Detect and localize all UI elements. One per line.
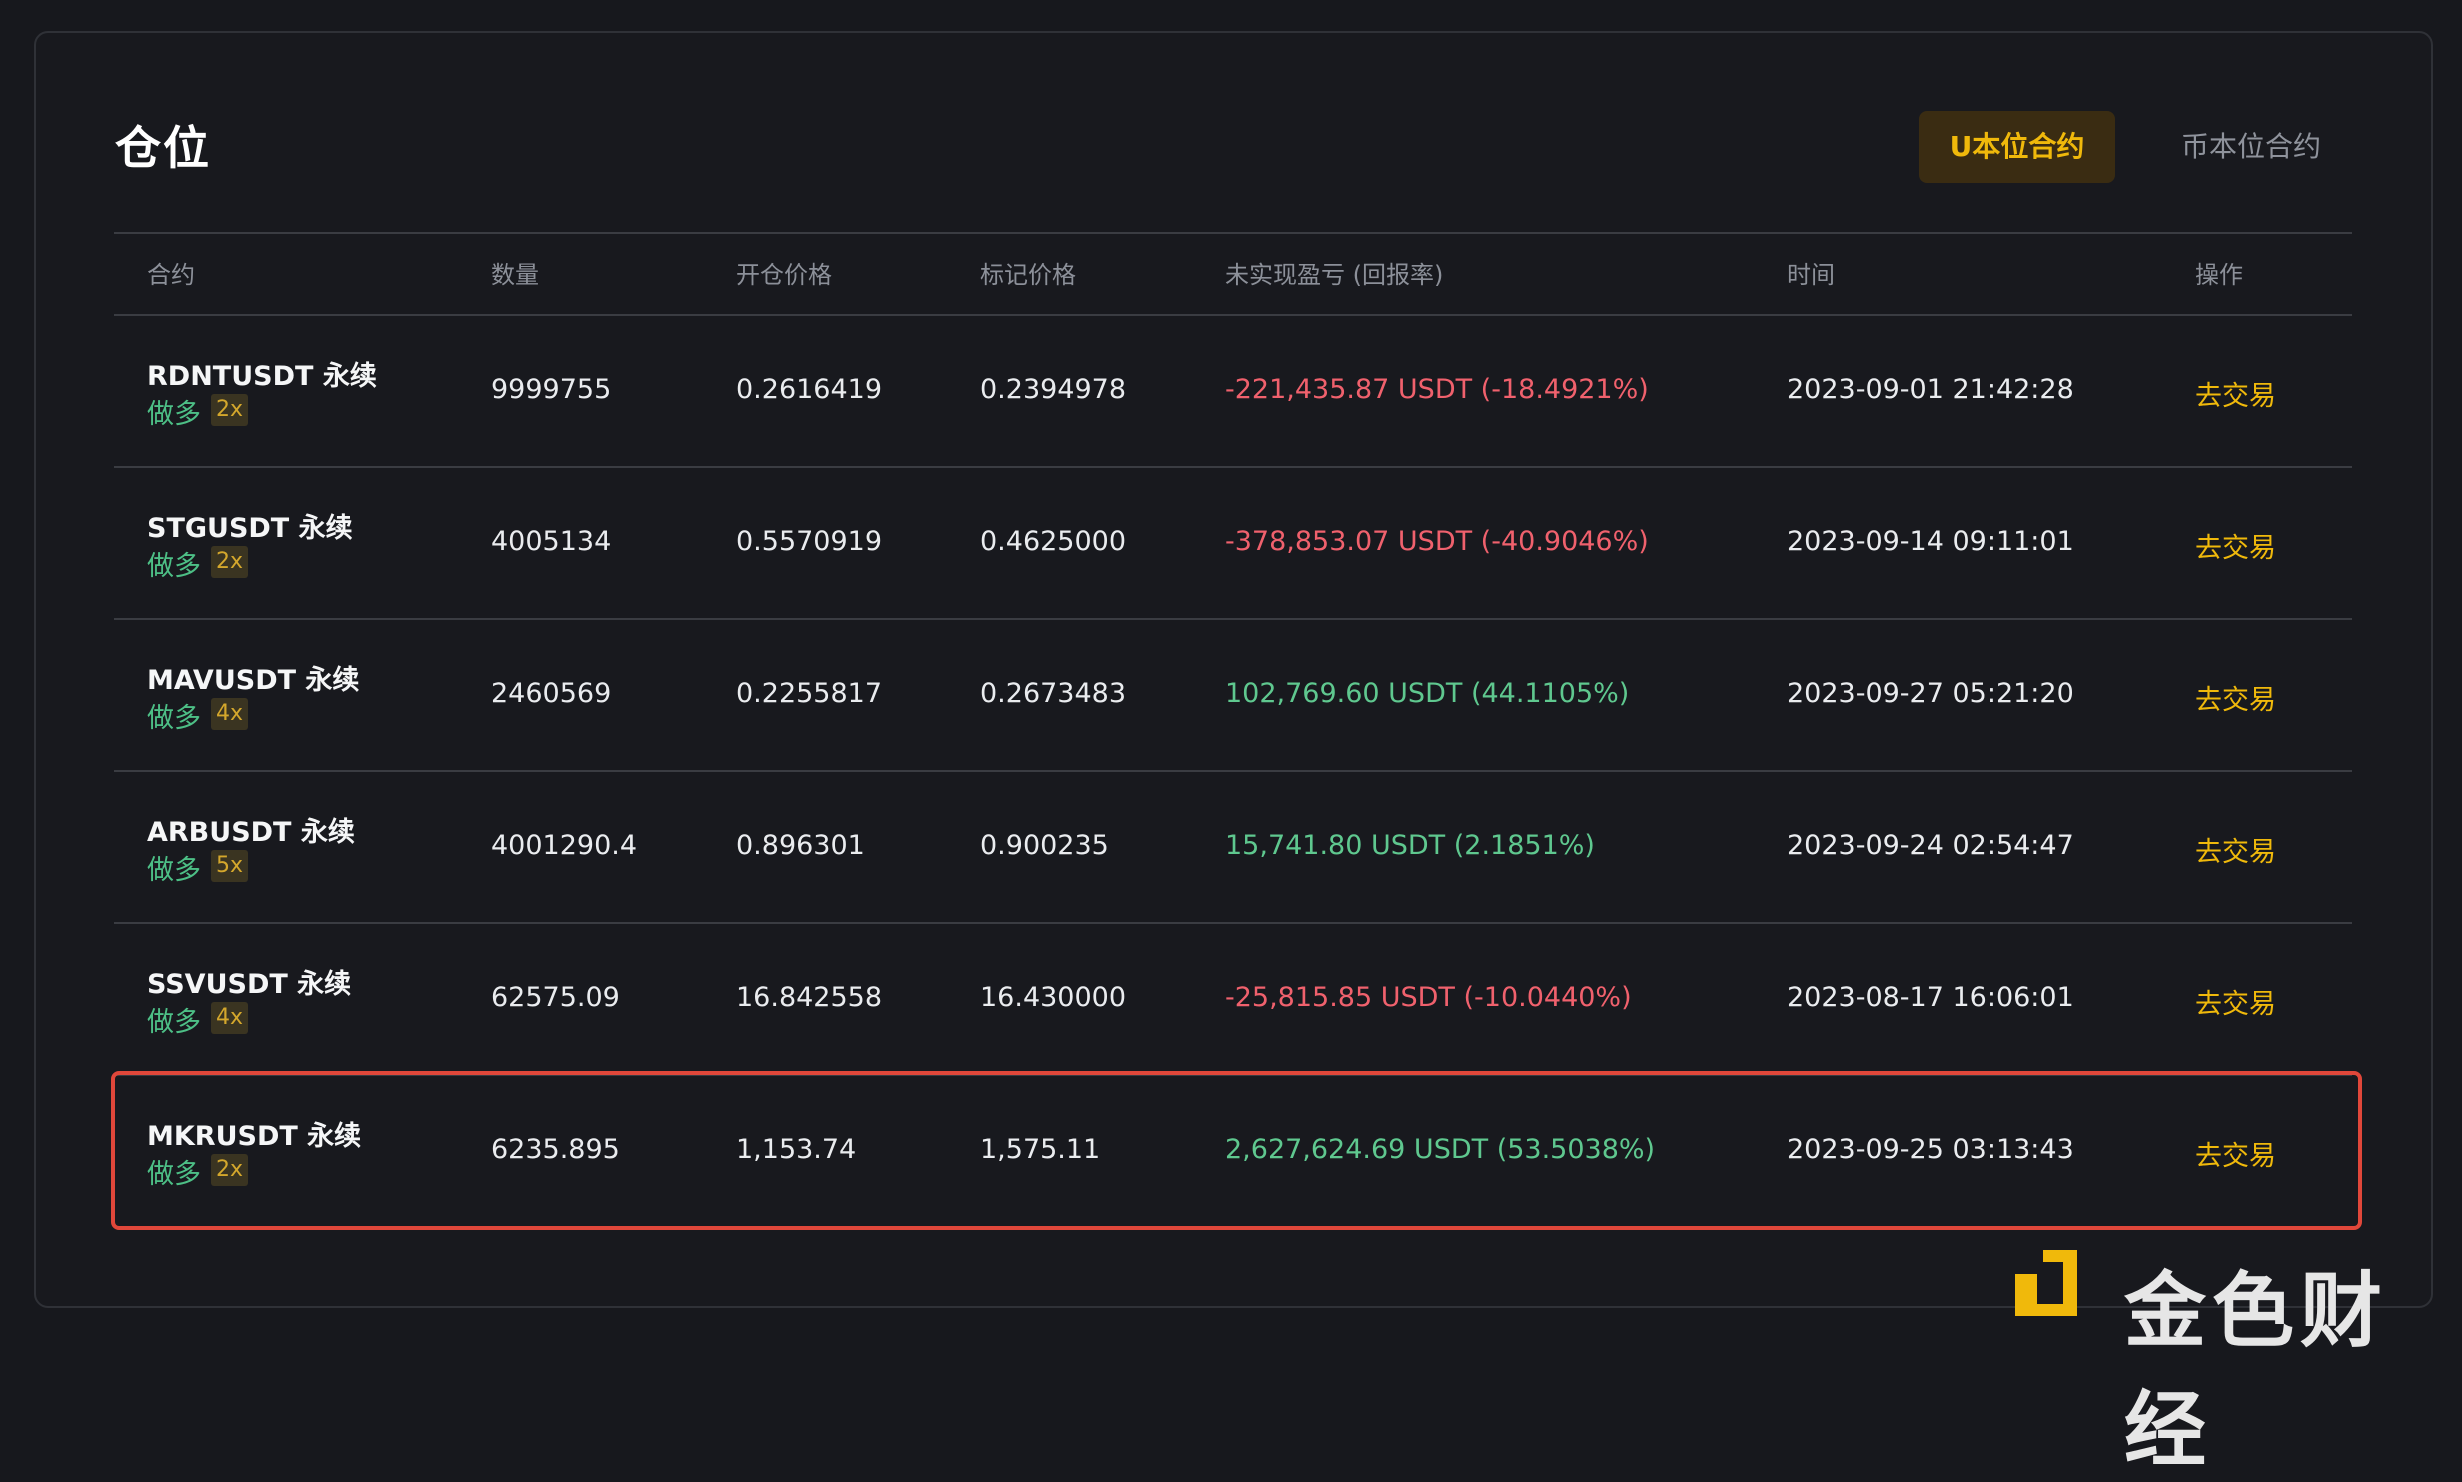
contract-symbol: STGUSDT 永续 — [147, 513, 353, 544]
unrealized-pnl: 15,741.80 USDT (2.1851%) — [1225, 830, 1595, 861]
position-side: 做多 — [147, 703, 201, 734]
quantity: 62575.09 — [491, 982, 620, 1013]
column-header-mark-price: 标记价格 — [980, 261, 1076, 289]
position-side: 做多 — [147, 855, 201, 886]
position-side: 做多 — [147, 551, 201, 582]
column-header-unrealized-pnl: 未实现盈亏 (回报率) — [1225, 261, 1444, 289]
column-header-contract: 合约 — [147, 261, 195, 289]
open-time: 2023-09-24 02:54:47 — [1787, 830, 2074, 861]
watermark-text: 金色财经 — [2124, 1264, 2389, 1478]
position-side: 做多 — [147, 1159, 201, 1190]
column-header-entry-price: 开仓价格 — [736, 261, 832, 289]
open-time: 2023-08-17 16:06:01 — [1787, 982, 2074, 1013]
leverage-badge: 5x — [211, 850, 249, 882]
quantity: 2460569 — [491, 678, 612, 709]
row-divider — [114, 922, 2352, 924]
leverage-badge: 4x — [211, 698, 249, 730]
leverage-badge: 2x — [211, 394, 249, 426]
mark-price: 0.2673483 — [980, 678, 1127, 709]
jinse-logo-icon — [2015, 1250, 2077, 1316]
entry-price: 1,153.74 — [736, 1134, 857, 1165]
table-top-divider — [114, 232, 2352, 234]
column-header-quantity: 数量 — [491, 261, 539, 289]
entry-price: 0.5570919 — [736, 526, 883, 557]
row-divider — [114, 770, 2352, 772]
contract-symbol: ARBUSDT 永续 — [147, 817, 355, 848]
mark-price: 0.900235 — [980, 830, 1109, 861]
unrealized-pnl: 102,769.60 USDT (44.1105%) — [1225, 678, 1630, 709]
quantity: 9999755 — [491, 374, 612, 405]
contract-symbol: SSVUSDT 永续 — [147, 969, 352, 1000]
leverage-badge: 2x — [211, 1154, 249, 1186]
leverage-badge: 2x — [211, 546, 249, 578]
unrealized-pnl: -221,435.87 USDT (-18.4921%) — [1225, 374, 1649, 405]
open-time: 2023-09-01 21:42:28 — [1787, 374, 2074, 405]
quantity: 4001290.4 — [491, 830, 638, 861]
mark-price: 0.4625000 — [980, 526, 1127, 557]
contract-symbol: MAVUSDT 永续 — [147, 665, 360, 696]
unrealized-pnl: -378,853.07 USDT (-40.9046%) — [1225, 526, 1649, 557]
page-title: 仓位 — [115, 121, 211, 175]
row-divider — [114, 466, 2352, 468]
highlight-box — [111, 1071, 2362, 1230]
contract-symbol: RDNTUSDT 永续 — [147, 361, 377, 392]
quantity: 6235.895 — [491, 1134, 620, 1165]
row-divider — [114, 618, 2352, 620]
tab-usdt-margined[interactable]: U本位合约 — [1919, 111, 2115, 183]
trade-link[interactable]: 去交易 — [2195, 1141, 2276, 1172]
entry-price: 0.2255817 — [736, 678, 883, 709]
unrealized-pnl: -25,815.85 USDT (-10.0440%) — [1225, 982, 1632, 1013]
contract-symbol: MKRUSDT 永续 — [147, 1121, 362, 1152]
column-header-action: 操作 — [2195, 261, 2243, 289]
mark-price: 16.430000 — [980, 982, 1127, 1013]
position-side: 做多 — [147, 399, 201, 430]
trade-link[interactable]: 去交易 — [2195, 989, 2276, 1020]
entry-price: 0.2616419 — [736, 374, 883, 405]
mark-price: 0.2394978 — [980, 374, 1127, 405]
open-time: 2023-09-27 05:21:20 — [1787, 678, 2074, 709]
quantity: 4005134 — [491, 526, 612, 557]
unrealized-pnl: 2,627,624.69 USDT (53.5038%) — [1225, 1134, 1656, 1165]
leverage-badge: 4x — [211, 1002, 249, 1034]
trade-link[interactable]: 去交易 — [2195, 533, 2276, 564]
row-divider — [114, 1074, 2352, 1076]
trade-link[interactable]: 去交易 — [2195, 837, 2276, 868]
mark-price: 1,575.11 — [980, 1134, 1101, 1165]
entry-price: 0.896301 — [736, 830, 865, 861]
trade-link[interactable]: 去交易 — [2195, 381, 2276, 412]
open-time: 2023-09-25 03:13:43 — [1787, 1134, 2074, 1165]
position-side: 做多 — [147, 1007, 201, 1038]
column-header-time: 时间 — [1787, 261, 1835, 289]
header-divider — [114, 314, 2352, 316]
open-time: 2023-09-14 09:11:01 — [1787, 526, 2074, 557]
tab-coin-margined[interactable]: 币本位合约 — [2180, 130, 2321, 163]
trade-link[interactable]: 去交易 — [2195, 685, 2276, 716]
entry-price: 16.842558 — [736, 982, 883, 1013]
positions-panel — [34, 31, 2433, 1308]
